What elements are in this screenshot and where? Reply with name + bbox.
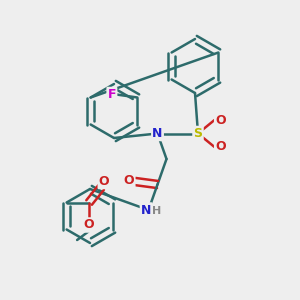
Text: O: O — [215, 113, 226, 127]
Text: F: F — [108, 88, 116, 101]
Text: S: S — [194, 127, 202, 140]
Text: O: O — [215, 140, 226, 154]
Text: O: O — [84, 218, 94, 232]
Text: N: N — [152, 127, 163, 140]
Text: O: O — [124, 173, 134, 187]
Text: H: H — [152, 206, 161, 217]
Text: O: O — [99, 175, 110, 188]
Text: N: N — [141, 203, 151, 217]
